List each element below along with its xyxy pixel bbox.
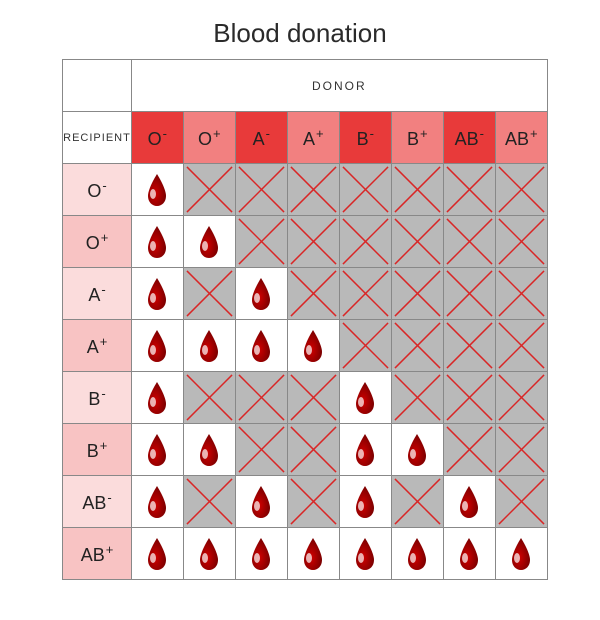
incompat-cell: [287, 424, 339, 476]
incompat-cell: [443, 164, 495, 216]
page-title: Blood donation: [213, 18, 386, 49]
incompat-cell: [287, 372, 339, 424]
incompat-cell: [443, 268, 495, 320]
incompat-cell: [391, 164, 443, 216]
recipient-head-O-: O-: [63, 164, 132, 216]
incompat-cell: [495, 164, 547, 216]
incompat-cell: [183, 372, 235, 424]
donor-head-AB-: AB-: [443, 112, 495, 164]
recipient-head-AB-: AB-: [63, 476, 132, 528]
incompat-cell: [287, 164, 339, 216]
compat-cell: [495, 528, 547, 580]
incompat-cell: [391, 268, 443, 320]
incompat-cell: [339, 320, 391, 372]
compat-cell: [287, 320, 339, 372]
compat-cell: [131, 320, 183, 372]
incompat-cell: [235, 372, 287, 424]
compat-cell: [183, 528, 235, 580]
donor-head-O+: O+: [183, 112, 235, 164]
donor-head-B-: B-: [339, 112, 391, 164]
donor-head-B+: B+: [391, 112, 443, 164]
incompat-cell: [235, 424, 287, 476]
recipient-label: RECIPIENT: [63, 112, 132, 164]
incompat-cell: [287, 268, 339, 320]
compat-cell: [131, 268, 183, 320]
donor-head-A-: A-: [235, 112, 287, 164]
incompat-cell: [391, 216, 443, 268]
incompat-cell: [495, 424, 547, 476]
recipient-head-AB+: AB+: [63, 528, 132, 580]
incompat-cell: [495, 268, 547, 320]
incompat-cell: [391, 476, 443, 528]
compat-cell: [131, 372, 183, 424]
compat-cell: [391, 528, 443, 580]
recipient-head-B+: B+: [63, 424, 132, 476]
compat-cell: [131, 216, 183, 268]
donor-label: DONOR: [131, 60, 547, 112]
compat-table: DONORRECIPIENTO-O+A-A+B-B+AB-AB+O- O+: [62, 59, 548, 580]
donor-head-AB+: AB+: [495, 112, 547, 164]
incompat-cell: [235, 216, 287, 268]
incompat-cell: [287, 216, 339, 268]
compat-cell: [131, 164, 183, 216]
incompat-cell: [183, 268, 235, 320]
compat-cell: [131, 528, 183, 580]
donor-head-A+: A+: [287, 112, 339, 164]
compat-cell: [235, 268, 287, 320]
recipient-head-O+: O+: [63, 216, 132, 268]
recipient-head-B-: B-: [63, 372, 132, 424]
incompat-cell: [495, 216, 547, 268]
compat-cell: [183, 216, 235, 268]
recipient-head-A+: A+: [63, 320, 132, 372]
incompat-cell: [339, 164, 391, 216]
incompat-cell: [287, 476, 339, 528]
incompat-cell: [443, 320, 495, 372]
incompat-cell: [391, 320, 443, 372]
compat-cell: [235, 476, 287, 528]
incompat-cell: [339, 216, 391, 268]
compat-cell: [183, 320, 235, 372]
incompat-cell: [443, 216, 495, 268]
compat-cell: [235, 320, 287, 372]
incompat-cell: [443, 424, 495, 476]
donor-head-O-: O-: [131, 112, 183, 164]
recipient-head-A-: A-: [63, 268, 132, 320]
compat-cell: [339, 424, 391, 476]
incompat-cell: [391, 372, 443, 424]
compat-cell: [339, 372, 391, 424]
incompat-cell: [339, 268, 391, 320]
compat-cell: [339, 528, 391, 580]
compat-cell: [443, 528, 495, 580]
compat-cell: [339, 476, 391, 528]
blood-compat-chart: DONORRECIPIENTO-O+A-A+B-B+AB-AB+O- O+: [62, 59, 548, 580]
incompat-cell: [495, 372, 547, 424]
compat-cell: [131, 424, 183, 476]
compat-cell: [443, 476, 495, 528]
compat-cell: [235, 528, 287, 580]
compat-cell: [287, 528, 339, 580]
compat-cell: [131, 476, 183, 528]
incompat-cell: [495, 320, 547, 372]
incompat-cell: [235, 164, 287, 216]
incompat-cell: [183, 164, 235, 216]
compat-cell: [183, 424, 235, 476]
incompat-cell: [495, 476, 547, 528]
incompat-cell: [443, 372, 495, 424]
compat-cell: [391, 424, 443, 476]
incompat-cell: [183, 476, 235, 528]
